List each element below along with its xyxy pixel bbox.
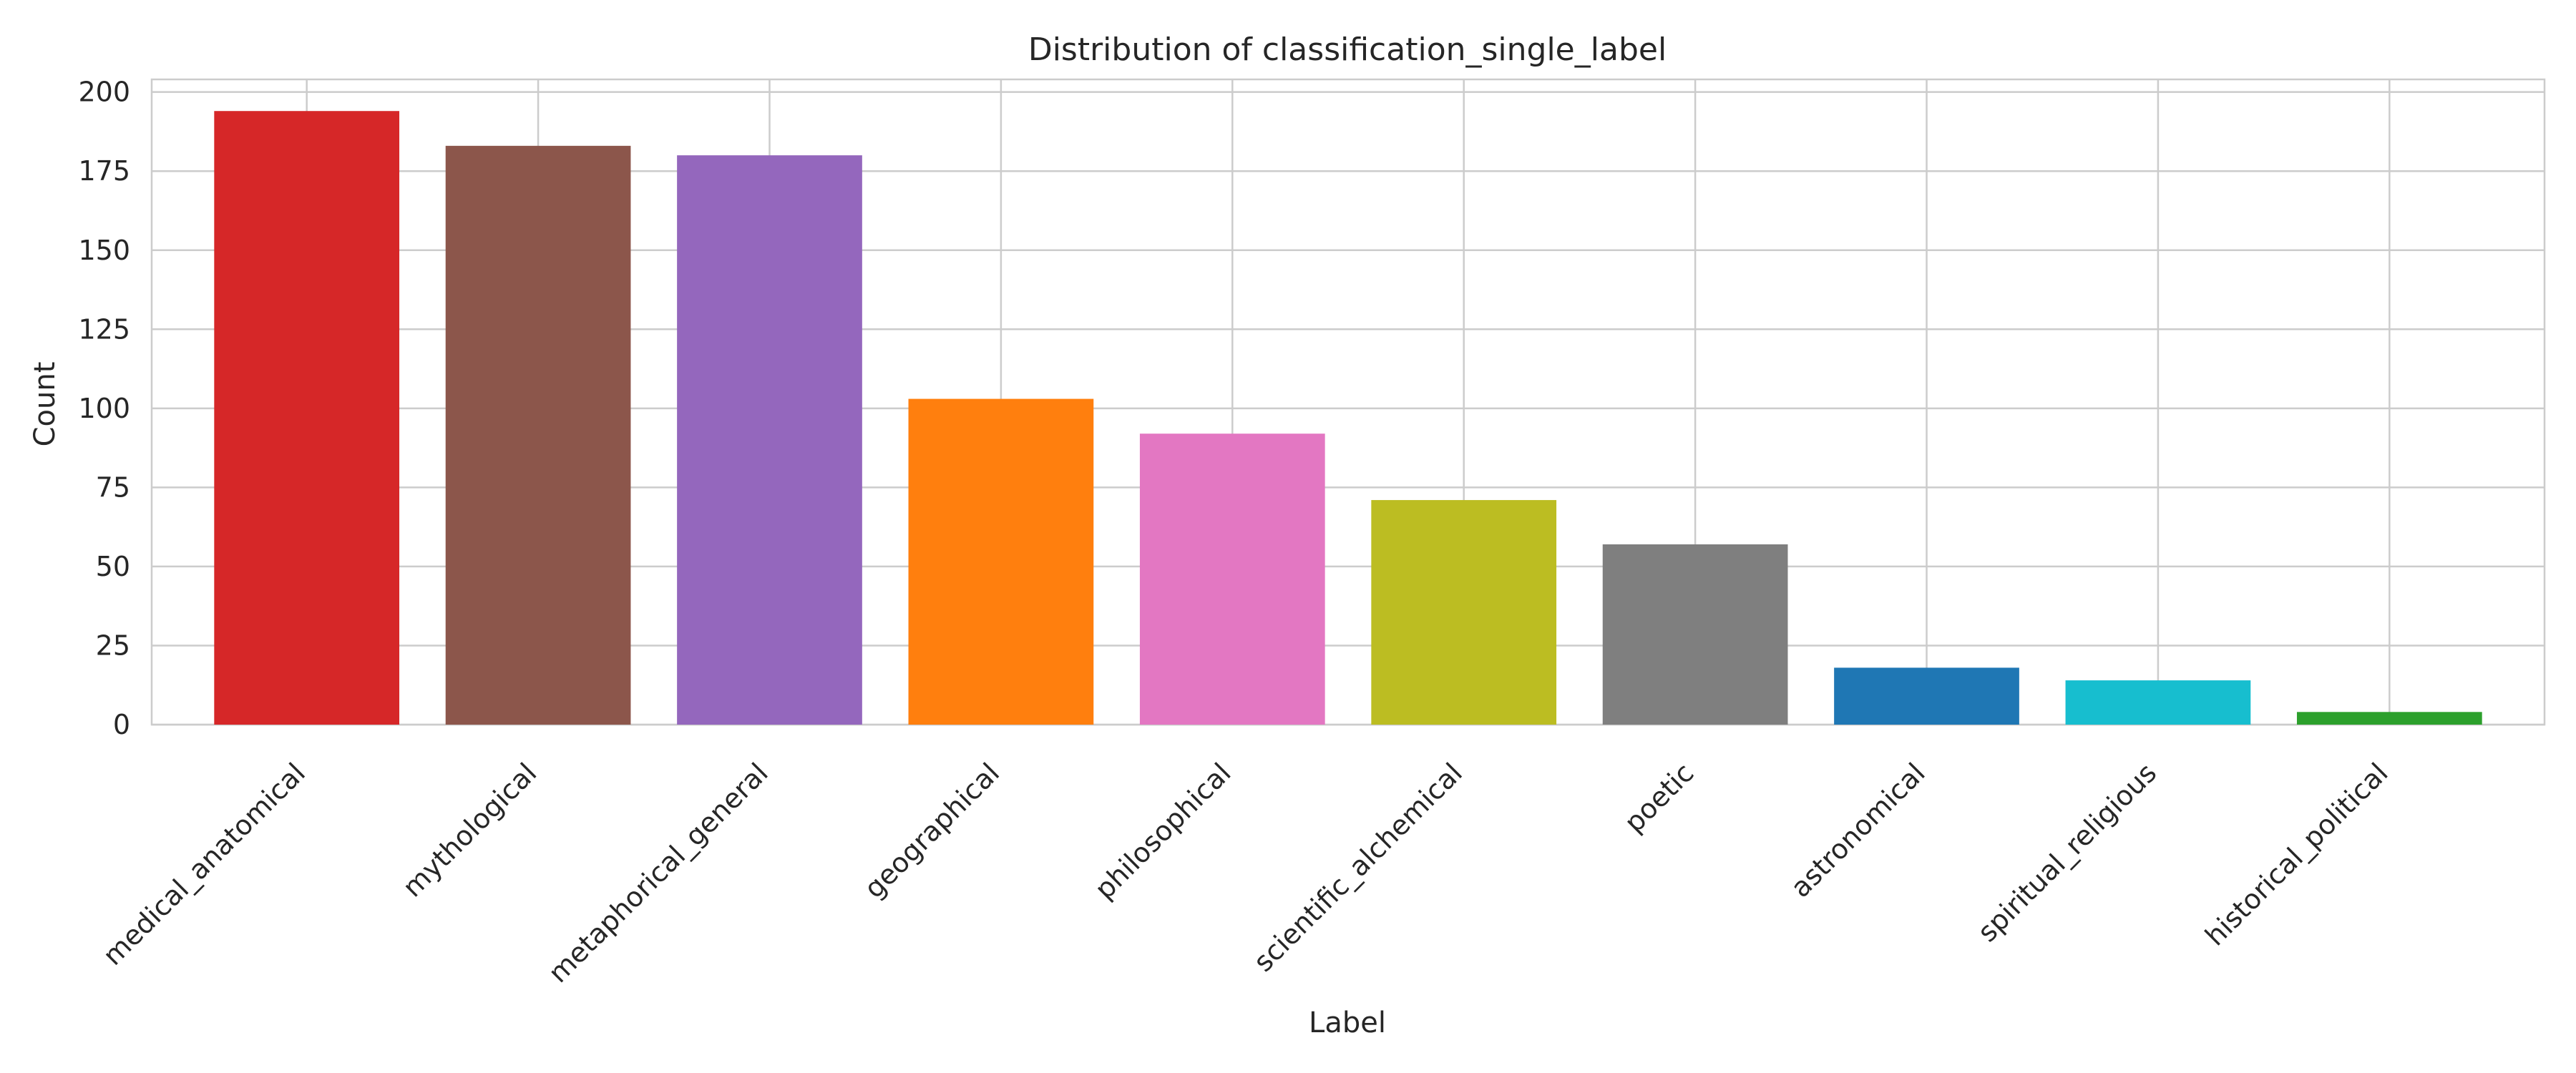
plot-frame bbox=[150, 78, 2546, 726]
bar-philosophical bbox=[1139, 433, 1325, 725]
x-tick-label: spiritual_religious bbox=[1971, 757, 2162, 948]
bar-poetic bbox=[1602, 544, 1788, 725]
y-tick-label: 75 bbox=[96, 471, 130, 503]
chart-title: Distribution of classification_single_la… bbox=[1028, 31, 1667, 68]
x-tick-label: poetic bbox=[1619, 757, 1700, 838]
bar-geographical bbox=[908, 398, 1094, 725]
y-tick-label: 100 bbox=[78, 393, 130, 424]
bar-mythological bbox=[445, 145, 631, 725]
y-tick-label: 175 bbox=[78, 155, 130, 187]
y-axis-label: Count bbox=[29, 362, 62, 447]
y-tick-label: 0 bbox=[113, 709, 130, 740]
x-tick-labels: medical_anatomical mythological metaphoric… bbox=[97, 757, 2394, 989]
bar-scientific_alchemical bbox=[1371, 500, 1557, 725]
x-tick-label: philosophical bbox=[1088, 757, 1236, 905]
bar-medical_anatomical bbox=[214, 111, 400, 725]
x-tick-label: scientific_alchemical bbox=[1247, 757, 1468, 978]
y-tick-label: 50 bbox=[96, 551, 130, 582]
bar-historical_political bbox=[2296, 712, 2482, 725]
x-tick-label: historical_political bbox=[2199, 757, 2394, 951]
x-tick-label: medical_anatomical bbox=[97, 757, 311, 971]
x-tick-label: geographical bbox=[858, 757, 1005, 904]
y-tick-label: 125 bbox=[78, 313, 130, 345]
bar-astronomical bbox=[1834, 667, 2019, 725]
y-tick-label: 150 bbox=[78, 235, 130, 266]
x-tick-label: metaphorical_general bbox=[542, 757, 774, 989]
x-tick-label: astronomical bbox=[1785, 757, 1931, 903]
y-tick-label: 200 bbox=[78, 77, 130, 108]
bar-metaphorical_general bbox=[677, 155, 862, 725]
x-axis-label: Label bbox=[1309, 1006, 1386, 1039]
bars bbox=[214, 111, 2482, 725]
y-tick-labels: 0 25 50 75 100 125 150 175 200 bbox=[78, 77, 130, 740]
y-tick-label: 25 bbox=[96, 629, 130, 661]
x-tick-label: mythological bbox=[396, 757, 542, 903]
bar-spiritual_religious bbox=[2065, 680, 2251, 725]
